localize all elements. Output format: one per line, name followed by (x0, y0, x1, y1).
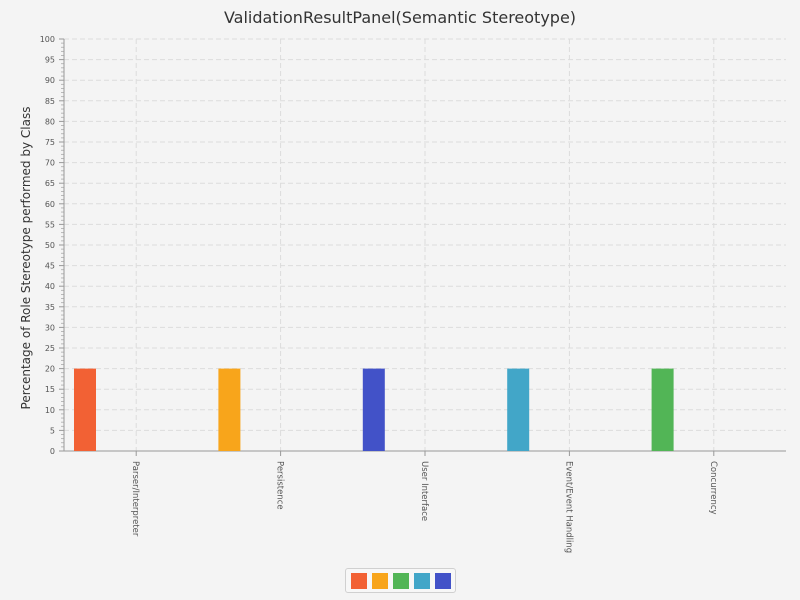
legend-swatch (434, 572, 451, 589)
y-tick-label: 75 (45, 138, 55, 147)
y-tick-label: 10 (45, 406, 55, 415)
bar (362, 368, 385, 451)
x-tick-label: Parser/Interpreter (130, 461, 140, 537)
y-tick-label: 80 (45, 117, 55, 126)
legend-swatch (371, 572, 388, 589)
y-tick-label: 65 (45, 179, 55, 188)
legend-swatch (413, 572, 430, 589)
y-tick-label: 95 (45, 56, 55, 65)
bar (74, 368, 96, 451)
chart-title: ValidationResultPanel(Semantic Stereotyp… (224, 8, 576, 27)
y-axis-label: Percentage of Role Stereotype performed … (19, 107, 33, 410)
y-tick-label: 90 (45, 76, 55, 85)
y-tick-label: 0 (50, 447, 55, 456)
y-tick-label: 50 (45, 241, 55, 250)
bar (218, 368, 241, 451)
y-tick-labels: 0 5 10 15 20 25 30 35 40 45 50 55 60 65 70 75 80 85 90 95 10… (40, 35, 55, 456)
y-tick-label: 60 (45, 200, 55, 209)
bar (651, 368, 674, 451)
y-tick-label: 25 (45, 344, 55, 353)
y-tick-label: 55 (45, 220, 55, 229)
y-tick-label: 30 (45, 323, 55, 332)
y-tick-label: 15 (45, 385, 55, 394)
y-tick-label: 45 (45, 262, 55, 271)
x-tick-label: Event/Event Handling (563, 461, 573, 553)
legend-swatch (392, 572, 409, 589)
legend-swatch (350, 572, 367, 589)
legend (345, 568, 456, 593)
bar (507, 368, 530, 451)
y-tick-label: 100 (40, 35, 55, 44)
y-tick-label: 20 (45, 365, 55, 374)
x-tick-label: Persistence (275, 461, 285, 510)
x-tick-labels: Parser/Interpreter Persistence User Interf… (130, 461, 718, 553)
y-tick-label: 40 (45, 282, 55, 291)
y-tick-label: 35 (45, 303, 55, 312)
bars (74, 368, 674, 451)
x-tick-label: User Interface (419, 461, 429, 521)
axes (59, 38, 786, 456)
grid (64, 38, 786, 451)
y-tick-label: 85 (45, 97, 55, 106)
y-tick-label: 70 (45, 159, 55, 168)
y-tick-label: 5 (50, 426, 55, 435)
x-tick-label: Concurrency (708, 461, 718, 515)
